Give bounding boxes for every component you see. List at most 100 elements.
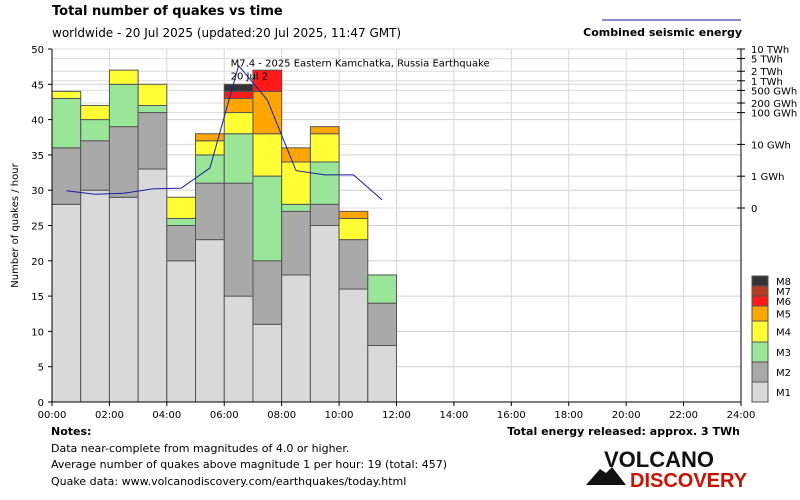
energy-tick-label: 5 TWh: [751, 55, 783, 66]
bar-segment-m5: [195, 133, 225, 142]
y-tick-label: 30: [31, 186, 44, 197]
bar-segment-m2: [223, 182, 254, 297]
bar-segment-m3: [223, 133, 254, 184]
bar-segment-m2: [108, 126, 139, 198]
y-tick-label: 50: [31, 45, 44, 56]
notes-line: Quake data: www.volcanodiscovery.com/ear…: [51, 474, 407, 488]
legend-swatch-m1: [751, 381, 769, 403]
bar-segment-m3: [51, 97, 82, 149]
legend-label-m3: M3: [776, 348, 791, 359]
x-tick-label: 16:00: [497, 410, 526, 421]
energy-line-layer: [66, 64, 383, 201]
energy-tick-label: 1 TWh: [751, 77, 783, 88]
event-annotation: M7.4 - 2025 Eastern Kamchatka, Russia Ea…: [231, 58, 490, 82]
bar-segment-m1: [281, 274, 311, 403]
bar-segment-m5: [252, 90, 283, 135]
bar-segment-m1: [137, 168, 168, 403]
logo-text-discovery: DISCOVERY: [630, 470, 748, 491]
legend-swatch-m8: [751, 275, 769, 287]
bar-segment-m4: [108, 69, 139, 85]
bar-segment-m3: [108, 83, 139, 128]
y-tick-label: 40: [31, 116, 44, 127]
bar-segment-m4: [223, 112, 254, 135]
x-tick-label: 08:00: [267, 410, 296, 421]
bar-segment-m4: [137, 83, 168, 106]
energy-tick-label: 1 GWh: [751, 172, 785, 183]
bar-segment-m3: [252, 175, 283, 262]
bar-segment-m5: [309, 126, 340, 135]
legend-label-m1: M1: [776, 388, 791, 399]
bar-segment-m1: [108, 196, 139, 403]
bar-segment-m1: [51, 203, 82, 403]
bar-segment-m2: [367, 302, 397, 347]
legend-label-m6: M6: [776, 297, 791, 308]
y-tick-label: 25: [31, 222, 44, 233]
y-tick-label: 5: [38, 363, 44, 374]
total-energy-text: Total energy released: approx. 3 TWh: [507, 425, 740, 438]
bar-segment-m3: [137, 104, 168, 114]
bar-segment-m4: [281, 161, 311, 205]
chart-title: Total number of quakes vs time: [52, 4, 283, 19]
legend-swatch-m7: [751, 285, 769, 297]
logo-text-volcano: VOLCANO: [604, 447, 714, 472]
bar-segment-m1: [338, 288, 369, 403]
bar-segment-m4: [195, 140, 225, 156]
axes: 0 5 10 15 20 25 30 35 40 45 50 00:00 02:00 04:00 06:00…: [10, 45, 797, 421]
x-tick-label: 20:00: [612, 410, 641, 421]
legend-swatch-m5: [751, 305, 769, 322]
legend-label-m7: M7: [776, 287, 791, 298]
bar-segment-m8: [223, 83, 254, 92]
y-tick-label: 20: [31, 257, 44, 268]
y-tick-label: 0: [38, 398, 44, 409]
bar-segment-m5: [281, 147, 311, 163]
energy-tick-label: 10 GWh: [751, 140, 791, 151]
bar-segment-m1: [195, 239, 225, 403]
notes-title: Notes:: [51, 425, 92, 438]
volcano-discovery-logo: VOLCANO DISCOVERY: [586, 447, 748, 491]
bar-segment-m4: [309, 133, 340, 163]
bar-segment-m2: [80, 140, 110, 191]
energy-tick-label: 10 TWh: [751, 45, 789, 56]
chart-subtitle: worldwide - 20 Jul 2025 (updated:20 Jul …: [52, 26, 402, 40]
x-tick-label: 10:00: [325, 410, 354, 421]
bar-segment-m3: [166, 217, 197, 227]
y-axis-label: Number of quakes / hour: [10, 162, 21, 287]
y-tick-label: 10: [31, 327, 44, 338]
annotation-line1: M7.4 - 2025 Eastern Kamchatka, Russia Ea…: [231, 58, 490, 69]
x-tick-label: 18:00: [554, 410, 583, 421]
legend-label-m8: M8: [776, 277, 791, 288]
bar-segment-m3: [281, 203, 311, 212]
bar-segment-m2: [338, 239, 369, 290]
bar-segment-m2: [51, 147, 82, 205]
energy-legend-label: Combined seismic energy: [583, 26, 742, 39]
legend-label-m2: M2: [776, 368, 791, 379]
legend-label-m4: M4: [776, 328, 791, 339]
energy-tick-label: 200 GWh: [751, 99, 797, 110]
x-tick-label: 06:00: [210, 410, 239, 421]
legend-swatch-m6: [751, 295, 769, 307]
energy-tick-label: 2 TWh: [751, 67, 783, 78]
y-tick-label: 15: [31, 292, 44, 303]
notes-line: Data near-complete from magnitudes of 4.…: [51, 441, 350, 455]
bar-segment-m1: [80, 189, 110, 403]
bar-segment-m3: [80, 119, 110, 142]
volcano-icon: [586, 467, 626, 485]
bar-segment-m4: [252, 133, 283, 177]
annotation-line2: 20 Jul 2: [231, 71, 269, 82]
energy-tick-label: 500 GWh: [751, 86, 797, 97]
bar-segment-m1: [223, 295, 254, 403]
bar-segment-m4: [338, 217, 369, 241]
energy-tick-label: 0: [751, 204, 757, 215]
bar-segment-m3: [309, 161, 340, 205]
legend-swatch-m2: [751, 361, 769, 383]
bar-segment-m2: [252, 260, 283, 325]
bar-segment-m1: [367, 345, 397, 403]
stacked-bars: [51, 69, 397, 403]
energy-tick-label: 100 GWh: [751, 109, 797, 120]
bar-segment-m4: [80, 104, 110, 121]
legend-swatch-m4: [751, 320, 769, 343]
bar-segment-m5: [338, 210, 369, 219]
legend-swatch-m3: [751, 341, 769, 363]
bar-segment-m6: [252, 69, 283, 92]
